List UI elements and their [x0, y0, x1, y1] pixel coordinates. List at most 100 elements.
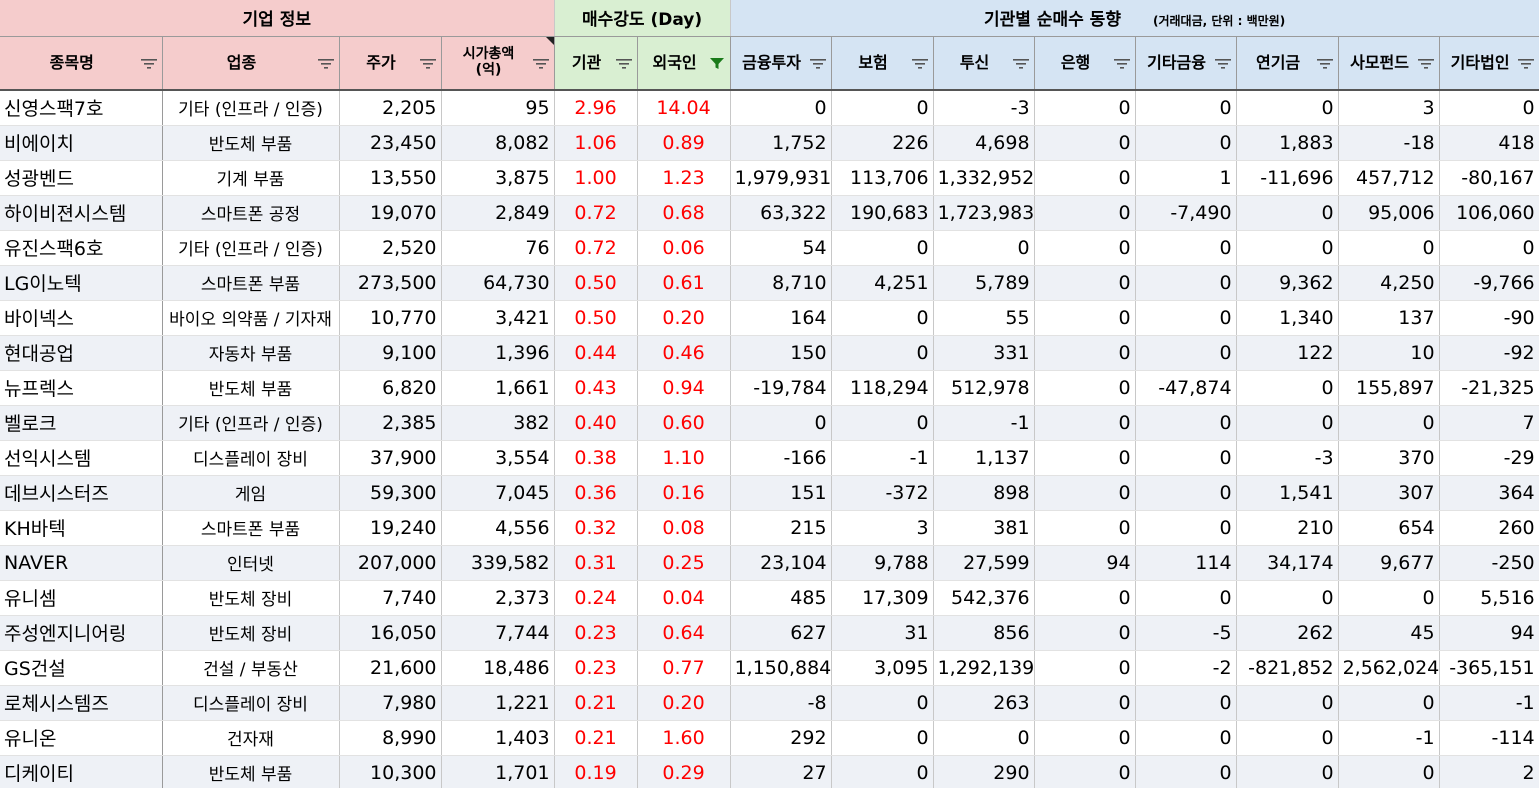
- pef-cell[interactable]: 654: [1338, 510, 1440, 546]
- fin-cell[interactable]: 627: [730, 615, 832, 651]
- foreign-strength-cell[interactable]: 1.60: [637, 720, 731, 756]
- foreign-strength-cell[interactable]: 0.25: [637, 545, 731, 581]
- foreign-strength-cell[interactable]: 0.68: [637, 195, 731, 231]
- stock-name-cell[interactable]: 유니셈: [0, 580, 163, 616]
- pension-cell[interactable]: 0: [1236, 195, 1339, 231]
- trust-cell[interactable]: 290: [933, 755, 1035, 788]
- pef-cell[interactable]: 4,250: [1338, 265, 1440, 301]
- table-row[interactable]: LG이노텍 스마트폰 부품 273,500 64,730 0.50 0.61 8,710 4,…: [0, 265, 1539, 301]
- bank-cell[interactable]: 0: [1034, 125, 1136, 161]
- inst-strength-cell[interactable]: 0.32: [554, 510, 638, 546]
- industry-cell[interactable]: 스마트폰 부품: [162, 265, 340, 301]
- industry-cell[interactable]: 스마트폰 부품: [162, 510, 340, 546]
- inst-strength-cell[interactable]: 0.38: [554, 440, 638, 476]
- trust-cell[interactable]: 4,698: [933, 125, 1035, 161]
- foreign-strength-cell[interactable]: 1.23: [637, 160, 731, 196]
- othercorp-cell[interactable]: 94: [1439, 615, 1539, 651]
- filter-icon[interactable]: [1316, 56, 1334, 70]
- otherfin-cell[interactable]: -2: [1135, 650, 1237, 686]
- foreign-strength-cell[interactable]: 0.64: [637, 615, 731, 651]
- fin-cell[interactable]: -166: [730, 440, 832, 476]
- foreign-strength-cell[interactable]: 0.04: [637, 580, 731, 616]
- inst-strength-cell[interactable]: 1.06: [554, 125, 638, 161]
- ins-cell[interactable]: 190,683: [831, 195, 934, 231]
- stock-name-cell[interactable]: 데브시스터즈: [0, 475, 163, 511]
- bank-cell[interactable]: 0: [1034, 300, 1136, 336]
- bank-cell[interactable]: 0: [1034, 90, 1136, 126]
- fin-cell[interactable]: 27: [730, 755, 832, 788]
- otherfin-cell[interactable]: -47,874: [1135, 370, 1237, 406]
- mcap-cell[interactable]: 7,045: [441, 475, 555, 511]
- bank-cell[interactable]: 0: [1034, 580, 1136, 616]
- filter-icon[interactable]: [1113, 56, 1131, 70]
- pension-cell[interactable]: -821,852: [1236, 650, 1339, 686]
- table-row[interactable]: 현대공업 자동차 부품 9,100 1,396 0.44 0.46 150 0 331 0 0 122…: [0, 335, 1539, 371]
- pension-cell[interactable]: -11,696: [1236, 160, 1339, 196]
- othercorp-cell[interactable]: -21,325: [1439, 370, 1539, 406]
- ins-cell[interactable]: 17,309: [831, 580, 934, 616]
- industry-cell[interactable]: 반도체 부품: [162, 755, 340, 788]
- industry-cell[interactable]: 디스플레이 장비: [162, 685, 340, 721]
- othercorp-cell[interactable]: 7: [1439, 405, 1539, 441]
- table-row[interactable]: 유니온 건자재 8,990 1,403 0.21 1.60 292 0 0 0 0 0 -1 -114: [0, 720, 1539, 756]
- trust-cell[interactable]: 856: [933, 615, 1035, 651]
- col-header-ins[interactable]: 보험: [831, 36, 934, 91]
- otherfin-cell[interactable]: 1: [1135, 160, 1237, 196]
- pension-cell[interactable]: 1,340: [1236, 300, 1339, 336]
- bank-cell[interactable]: 0: [1034, 440, 1136, 476]
- foreign-strength-cell[interactable]: 0.16: [637, 475, 731, 511]
- price-cell[interactable]: 2,205: [339, 90, 442, 126]
- pef-cell[interactable]: 155,897: [1338, 370, 1440, 406]
- othercorp-cell[interactable]: -250: [1439, 545, 1539, 581]
- industry-cell[interactable]: 디스플레이 장비: [162, 440, 340, 476]
- col-header-industry[interactable]: 업종: [162, 36, 340, 91]
- trust-cell[interactable]: -1: [933, 405, 1035, 441]
- fin-cell[interactable]: 0: [730, 405, 832, 441]
- price-cell[interactable]: 8,990: [339, 720, 442, 756]
- stock-name-cell[interactable]: 로체시스템즈: [0, 685, 163, 721]
- price-cell[interactable]: 16,050: [339, 615, 442, 651]
- table-row[interactable]: 데브시스터즈 게임 59,300 7,045 0.36 0.16 151 -372 898 0 0 1…: [0, 475, 1539, 511]
- mcap-cell[interactable]: 95: [441, 90, 555, 126]
- fin-cell[interactable]: 1,752: [730, 125, 832, 161]
- otherfin-cell[interactable]: 0: [1135, 230, 1237, 266]
- pef-cell[interactable]: 457,712: [1338, 160, 1440, 196]
- trust-cell[interactable]: 263: [933, 685, 1035, 721]
- otherfin-cell[interactable]: 0: [1135, 405, 1237, 441]
- trust-cell[interactable]: 0: [933, 720, 1035, 756]
- foreign-strength-cell[interactable]: 0.94: [637, 370, 731, 406]
- pef-cell[interactable]: 3: [1338, 90, 1440, 126]
- othercorp-cell[interactable]: 2: [1439, 755, 1539, 788]
- trust-cell[interactable]: 1,137: [933, 440, 1035, 476]
- stock-name-cell[interactable]: 벨로크: [0, 405, 163, 441]
- price-cell[interactable]: 23,450: [339, 125, 442, 161]
- foreign-strength-cell[interactable]: 0.08: [637, 510, 731, 546]
- pef-cell[interactable]: 2,562,024: [1338, 650, 1440, 686]
- table-row[interactable]: 로체시스템즈 디스플레이 장비 7,980 1,221 0.21 0.20 -8 0 263 0 0…: [0, 685, 1539, 721]
- pension-cell[interactable]: 0: [1236, 580, 1339, 616]
- pension-cell[interactable]: 210: [1236, 510, 1339, 546]
- fin-cell[interactable]: 54: [730, 230, 832, 266]
- industry-cell[interactable]: 바이오 의약품 / 기자재: [162, 300, 340, 336]
- ins-cell[interactable]: 0: [831, 335, 934, 371]
- industry-cell[interactable]: 스마트폰 공정: [162, 195, 340, 231]
- price-cell[interactable]: 7,740: [339, 580, 442, 616]
- filter-icon[interactable]: [317, 56, 335, 70]
- bank-cell[interactable]: 0: [1034, 335, 1136, 371]
- pension-cell[interactable]: 0: [1236, 90, 1339, 126]
- bank-cell[interactable]: 0: [1034, 510, 1136, 546]
- ins-cell[interactable]: 118,294: [831, 370, 934, 406]
- foreign-strength-cell[interactable]: 0.61: [637, 265, 731, 301]
- foreign-strength-cell[interactable]: 0.20: [637, 300, 731, 336]
- price-cell[interactable]: 21,600: [339, 650, 442, 686]
- stock-name-cell[interactable]: KH바텍: [0, 510, 163, 546]
- filter-active-icon[interactable]: [708, 56, 726, 70]
- trust-cell[interactable]: 331: [933, 335, 1035, 371]
- pension-cell[interactable]: 0: [1236, 230, 1339, 266]
- pef-cell[interactable]: 0: [1338, 230, 1440, 266]
- bank-cell[interactable]: 0: [1034, 685, 1136, 721]
- stock-name-cell[interactable]: GS건설: [0, 650, 163, 686]
- fin-cell[interactable]: 1,979,931: [730, 160, 832, 196]
- industry-cell[interactable]: 자동차 부품: [162, 335, 340, 371]
- filter-icon[interactable]: [1417, 56, 1435, 70]
